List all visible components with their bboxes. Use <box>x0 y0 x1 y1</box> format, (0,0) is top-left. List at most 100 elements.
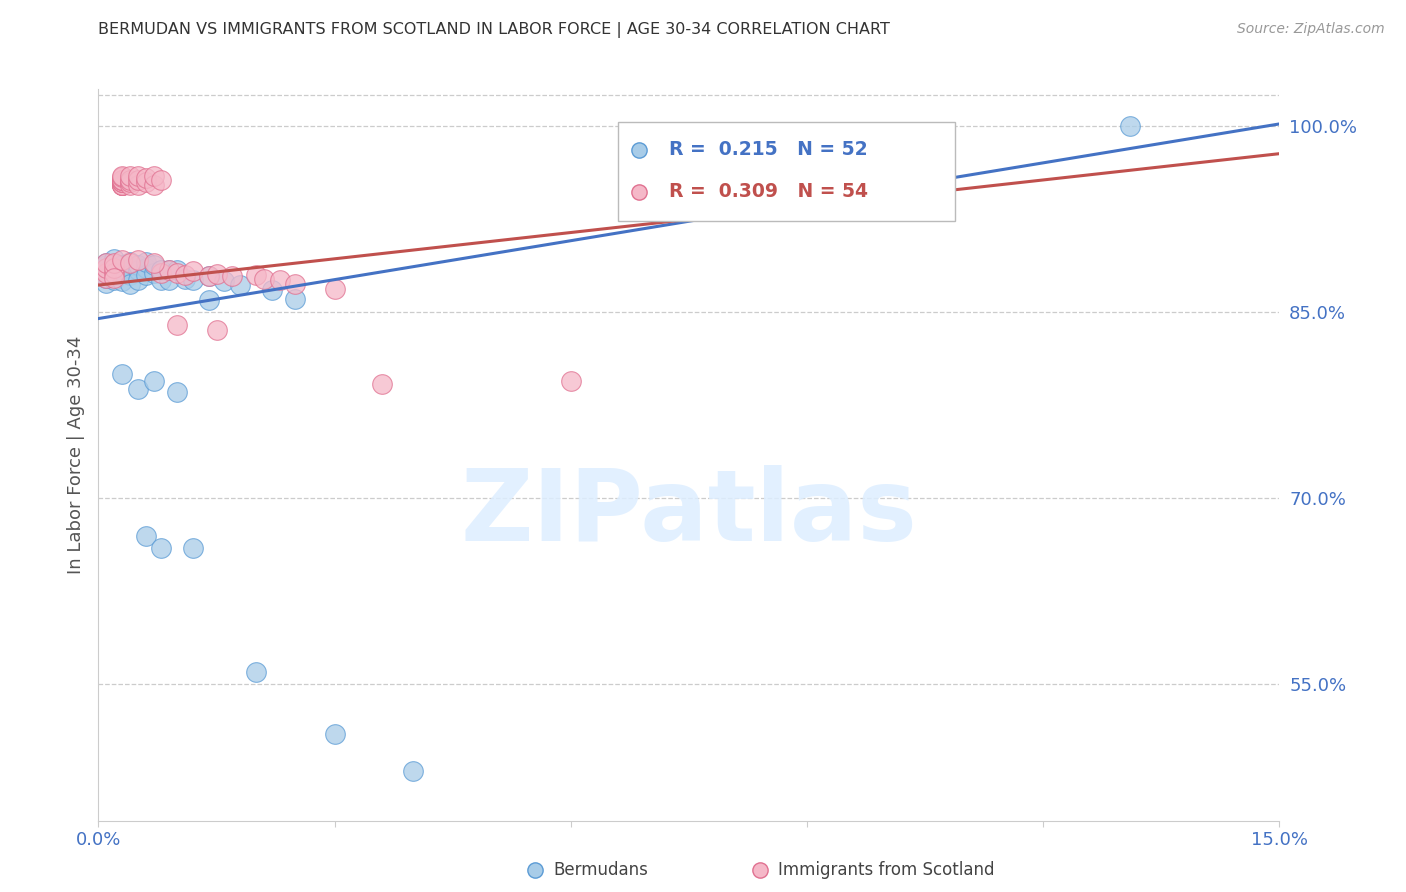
Point <box>260 283 283 297</box>
Point <box>284 292 307 306</box>
Point <box>135 171 157 186</box>
Point <box>127 382 149 396</box>
Point <box>118 254 141 268</box>
Text: BERMUDAN VS IMMIGRANTS FROM SCOTLAND IN LABOR FORCE | AGE 30-34 CORRELATION CHAR: BERMUDAN VS IMMIGRANTS FROM SCOTLAND IN … <box>98 22 890 38</box>
Point <box>111 170 134 185</box>
Text: Bermudans: Bermudans <box>553 862 648 880</box>
Point <box>118 169 141 183</box>
Point <box>135 268 157 282</box>
Point <box>111 258 134 272</box>
Point <box>142 169 165 183</box>
Point <box>166 318 188 332</box>
Point <box>118 277 141 291</box>
Point <box>127 172 149 186</box>
Point <box>96 258 118 272</box>
Point <box>111 175 134 189</box>
Point <box>142 374 165 388</box>
Point <box>323 282 346 296</box>
Point <box>111 178 134 192</box>
Point <box>166 384 188 399</box>
Point <box>96 260 118 275</box>
Point <box>127 178 149 192</box>
Point <box>402 764 425 778</box>
Point <box>118 172 141 186</box>
Point <box>197 269 219 284</box>
Point <box>253 272 276 286</box>
Point <box>127 169 149 183</box>
Point <box>166 266 188 280</box>
Point <box>323 727 346 741</box>
Point <box>111 274 134 288</box>
Point <box>174 272 197 286</box>
Point <box>157 273 180 287</box>
Point <box>135 528 157 542</box>
Point <box>103 266 125 280</box>
Point <box>205 267 228 281</box>
Point <box>111 169 134 183</box>
Point <box>371 377 394 392</box>
Point <box>111 264 134 278</box>
Point <box>197 269 219 284</box>
Point <box>1119 120 1142 134</box>
Point <box>118 178 141 192</box>
Point <box>96 256 118 270</box>
Point <box>111 253 134 268</box>
Point <box>111 172 134 186</box>
Point <box>214 274 236 288</box>
Point <box>229 278 252 293</box>
Point <box>103 266 125 280</box>
Point <box>118 260 141 275</box>
Point <box>111 178 134 192</box>
Text: R =  0.215   N = 52: R = 0.215 N = 52 <box>669 140 868 160</box>
Point <box>103 262 125 277</box>
Point <box>111 368 134 382</box>
Point <box>221 269 243 284</box>
Point <box>96 264 118 278</box>
Point <box>111 178 134 192</box>
Point <box>96 256 118 270</box>
Point <box>142 266 165 280</box>
Point <box>127 258 149 272</box>
Point <box>284 277 307 291</box>
Y-axis label: In Labor Force | Age 30-34: In Labor Force | Age 30-34 <box>66 335 84 574</box>
Point <box>245 665 267 679</box>
Point <box>269 273 291 287</box>
Point <box>127 273 149 287</box>
Point <box>135 175 157 189</box>
Point <box>135 254 157 268</box>
Point <box>96 270 118 285</box>
Point <box>197 293 219 307</box>
Point <box>111 178 134 192</box>
Point <box>157 263 180 277</box>
Point <box>118 268 141 282</box>
Point <box>103 273 125 287</box>
Point <box>560 374 582 388</box>
Point <box>96 260 118 275</box>
Point <box>205 323 228 337</box>
Point <box>127 263 149 277</box>
Text: R =  0.309   N = 54: R = 0.309 N = 54 <box>669 182 868 201</box>
Text: Source: ZipAtlas.com: Source: ZipAtlas.com <box>1237 22 1385 37</box>
Point <box>96 268 118 282</box>
Point <box>111 178 134 192</box>
Point <box>96 276 118 290</box>
Point <box>150 541 173 555</box>
Point <box>142 178 165 192</box>
Text: Immigrants from Scotland: Immigrants from Scotland <box>778 862 994 880</box>
Point <box>127 253 149 268</box>
Point <box>103 256 125 270</box>
Point <box>157 263 180 277</box>
Point <box>135 260 157 275</box>
Point <box>111 175 134 189</box>
Point <box>96 270 118 285</box>
Point <box>103 260 125 275</box>
Point <box>111 260 134 275</box>
Point <box>142 256 165 270</box>
Point <box>174 268 197 282</box>
Point <box>103 270 125 285</box>
Text: ZIPatlas: ZIPatlas <box>461 465 917 562</box>
Point <box>118 175 141 189</box>
Point <box>118 256 141 270</box>
Point <box>150 172 173 186</box>
Point <box>150 266 173 280</box>
